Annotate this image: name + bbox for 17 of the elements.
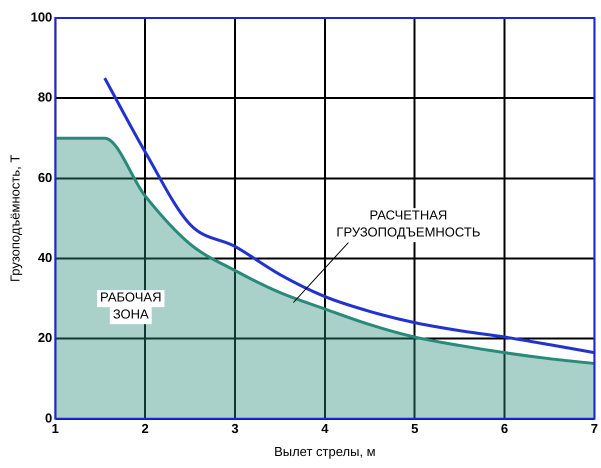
annotation: РАСЧЕТНАЯ ГРУЗОПОДЪЕМНОСТЬ [336,208,480,240]
y-tick-label: 0 [45,410,52,426]
y-tick-label: 20 [38,330,52,346]
y-tick-label: 80 [38,90,52,105]
x-tick-label: 1 [52,421,59,436]
x-tick-label: 3 [231,421,239,436]
x-tick-label: 6 [500,421,508,436]
y-tick-label: 40 [38,250,52,266]
x-tick-label: 5 [411,421,418,436]
x-tick-label: 4 [321,421,330,436]
y-tick-label: 60 [38,170,52,185]
annotation: РАБОЧАЯ ЗОНА [100,290,162,322]
y-tick-label: 100 [30,10,52,25]
y-axis-title: Грузоподъёмность, Т [7,154,22,282]
x-tick-label: 7 [590,421,598,436]
x-tick-label: 2 [142,421,149,436]
x-axis-title: Вылет стрелы, м [274,444,376,459]
